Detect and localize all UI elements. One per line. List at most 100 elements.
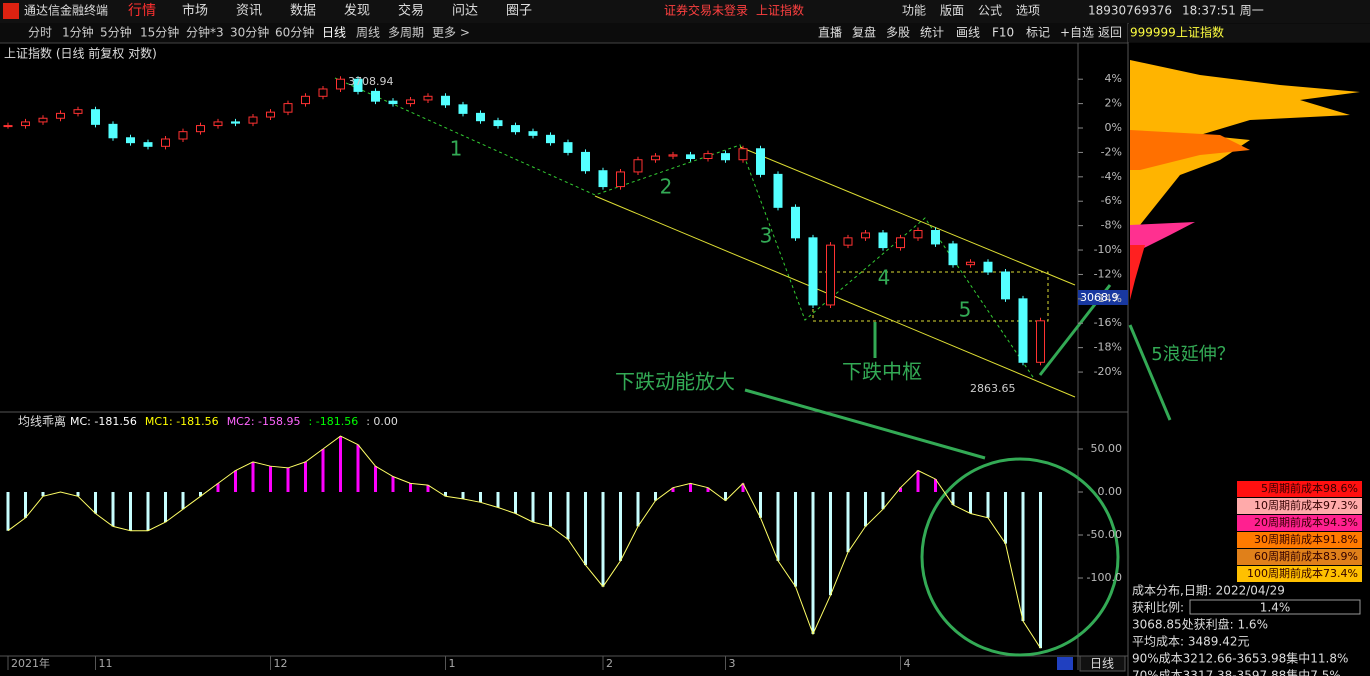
period-tab[interactable]: 日线: [1090, 657, 1114, 671]
indicator-bar: [829, 491, 832, 596]
cost-row: [1237, 549, 1362, 565]
y-tick-label: 4%: [1105, 72, 1122, 85]
candle: [1036, 320, 1045, 363]
tool-button[interactable]: 返回: [1098, 26, 1122, 40]
tool-button[interactable]: 多股: [886, 26, 910, 40]
indicator-bar: [969, 491, 972, 514]
indicator-bar: [654, 491, 657, 501]
menu-item[interactable]: 选项: [1016, 4, 1040, 18]
tool-button[interactable]: 画线: [956, 26, 980, 40]
tool-button[interactable]: 直播: [818, 26, 842, 40]
menu-item[interactable]: 行情: [128, 3, 156, 19]
candle: [91, 109, 100, 125]
period-button[interactable]: 30分钟: [230, 25, 269, 40]
candle: [3, 125, 13, 128]
indicator-bar: [794, 491, 797, 587]
candle: [861, 232, 870, 239]
indicator-bar: [199, 491, 202, 497]
candle: [983, 261, 993, 273]
menu-item[interactable]: 资讯: [236, 4, 262, 19]
scroll-button[interactable]: [1057, 657, 1073, 670]
indicator-bar: [619, 491, 622, 561]
period-button[interactable]: 分钟*3: [186, 25, 224, 40]
cost-row: [1237, 498, 1362, 514]
menu-item[interactable]: 发现: [344, 3, 370, 19]
cost-row-label: 30周期前成本91.8%: [1254, 532, 1358, 546]
menu-item[interactable]: 交易: [398, 3, 424, 19]
indicator-bar: [409, 483, 412, 492]
tool-button[interactable]: F10: [992, 26, 1014, 40]
indicator-bar: [899, 487, 902, 492]
menu-item[interactable]: 问达: [452, 4, 478, 19]
candle: [843, 237, 853, 246]
menu-item[interactable]: 公式: [978, 4, 1002, 18]
annotation: 5浪延伸？: [1151, 344, 1234, 365]
candle: [161, 138, 170, 147]
high-label: 3708.94: [348, 75, 394, 88]
profit-value: 1.4%: [1260, 601, 1291, 615]
indicator-bar: [601, 491, 605, 587]
tab-button[interactable]: [1079, 655, 1126, 672]
period-button[interactable]: 15分钟: [140, 25, 179, 40]
cost-info: 平均成本: 3489.42元: [1132, 635, 1249, 649]
x-tick-label: 2: [606, 657, 613, 670]
y-tick-label: 0%: [1105, 121, 1122, 134]
side-name: 上证指数: [1176, 25, 1224, 40]
menu-item[interactable]: 功能: [902, 4, 926, 18]
candle: [231, 121, 240, 124]
candle: [406, 99, 415, 105]
candle: [563, 142, 573, 153]
profit-label: 获利比例:: [1132, 601, 1184, 615]
toolbar: [0, 23, 1370, 43]
tool-button[interactable]: 复盘: [852, 25, 876, 40]
price-label: 3068.9: [1080, 291, 1119, 304]
channel-line: [739, 146, 1076, 286]
candle: [108, 123, 118, 139]
indicator-bar: [321, 448, 325, 492]
annotation: 2: [660, 175, 673, 199]
candle: [476, 112, 485, 122]
tool-button[interactable]: +自选: [1060, 26, 1094, 40]
candle: [318, 88, 328, 97]
low-label: 2863.65: [970, 382, 1016, 395]
candle: [371, 90, 380, 102]
period-button[interactable]: 多周期: [388, 26, 424, 40]
indicator-bar: [1004, 491, 1007, 544]
candle: [301, 95, 310, 105]
period-button[interactable]: 60分钟: [275, 25, 314, 40]
menu-item[interactable]: 市场: [182, 3, 208, 19]
indicator-bar: [566, 491, 570, 540]
menu-item[interactable]: 数据: [290, 4, 316, 19]
tool-button[interactable]: 统计: [920, 26, 944, 40]
period-button[interactable]: 1分钟: [62, 25, 94, 40]
candle: [178, 131, 188, 140]
menu-item[interactable]: 圈子: [506, 4, 532, 19]
cost-info: 70%成本3317.38-3597.88集中7.5%: [1132, 668, 1341, 676]
y-tick-label: -6%: [1101, 194, 1122, 207]
period-button[interactable]: 周线: [356, 26, 380, 40]
x-tick-label: 12: [274, 657, 288, 670]
period-button[interactable]: 更多 >: [432, 26, 470, 40]
menu-item[interactable]: 版面: [940, 4, 964, 18]
cost-row: [1237, 515, 1362, 531]
volume-profile: [1130, 222, 1195, 280]
indicator-bar: [234, 470, 237, 492]
login-notice: 证券交易未登录: [664, 3, 748, 18]
period-button[interactable]: 分时: [28, 26, 52, 40]
candle: [791, 206, 800, 239]
tool-button[interactable]: 标记: [1026, 26, 1050, 40]
y-tick-label: -10%: [1094, 243, 1122, 256]
indicator-bar: [426, 485, 430, 492]
candle: [1001, 271, 1010, 300]
indicator-bar: [916, 470, 920, 492]
index-link[interactable]: 上证指数: [756, 3, 804, 18]
y-tick-label: -16%: [1094, 316, 1122, 329]
candle: [878, 232, 888, 249]
y-tick-label: -50.00: [1087, 528, 1122, 541]
y-tick-label: -4%: [1101, 170, 1122, 183]
period-button[interactable]: 5分钟: [100, 25, 132, 40]
indicator-bar: [531, 491, 535, 523]
indicator-bar: [41, 491, 45, 497]
period-button[interactable]: 日线: [322, 26, 346, 40]
candle: [283, 103, 293, 113]
